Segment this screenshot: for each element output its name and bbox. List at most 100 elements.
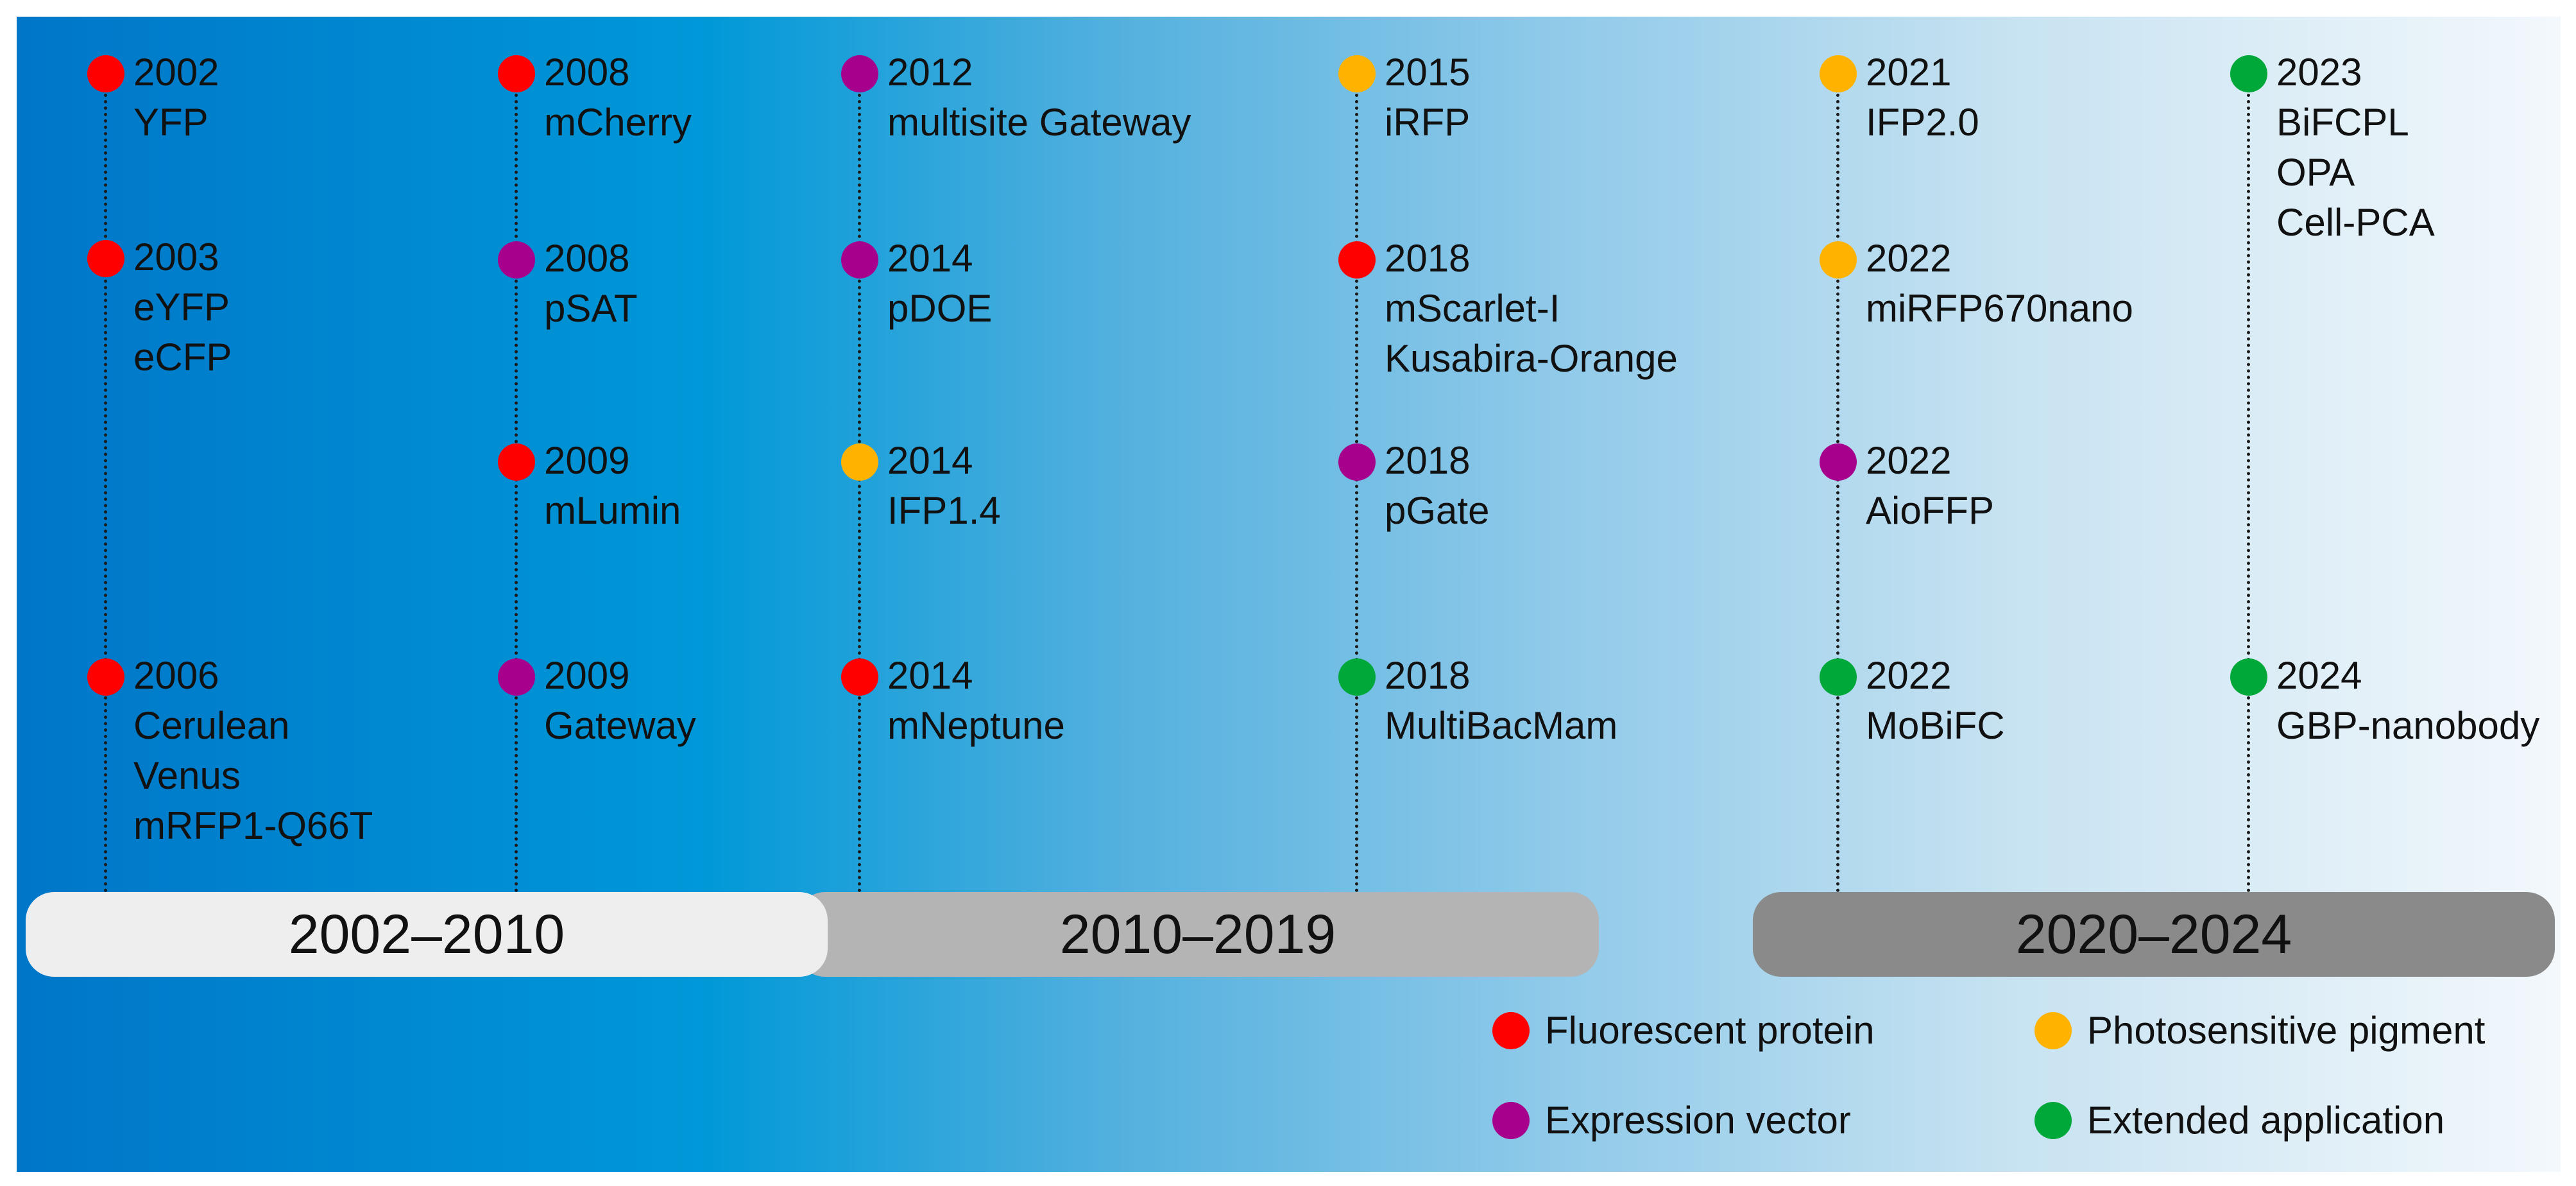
event-marker-dot [87, 55, 124, 92]
event-marker-dot [841, 443, 878, 481]
event-year: 2008 [544, 51, 630, 94]
event-year: 2022 [1866, 439, 1952, 482]
event-year: 2024 [2276, 654, 2362, 697]
event-name: pSAT [544, 287, 638, 330]
event-name: OPA [2276, 151, 2355, 194]
period-bar-2002-2010: 2002–2010 [26, 892, 828, 977]
event-text: 2014 pDOE [887, 234, 992, 334]
event-text: 2022 miRFP670nano [1866, 234, 2133, 334]
event-text: 2008 pSAT [544, 234, 638, 334]
event-name: BiFCPL [2276, 101, 2409, 144]
event-marker-dot [841, 55, 878, 92]
event-year: 2014 [887, 654, 973, 697]
event-text: 2002 YFP [133, 47, 219, 148]
event-text: 2012 multisite Gateway [887, 47, 1191, 148]
period-label: 2010–2019 [1059, 903, 1336, 965]
event-text: 2008 mCherry [544, 47, 692, 148]
event-text: 2003 eYFP eCFP [133, 232, 232, 382]
event-marker-dot [1338, 241, 1376, 279]
event-year: 2003 [133, 236, 219, 279]
event-name: Venus [133, 754, 241, 797]
legend-swatch [1492, 1012, 1530, 1049]
event-name: mScarlet-I [1385, 287, 1560, 330]
event-marker-dot [498, 443, 535, 481]
event-year: 2018 [1385, 654, 1471, 697]
event-name: Cerulean [133, 704, 290, 747]
period-bar-2020-2024: 2020–2024 [1753, 892, 2555, 977]
event-name: mLumin [544, 489, 681, 532]
event-year: 2018 [1385, 439, 1471, 482]
event-marker-dot [498, 55, 535, 92]
event-text: 2024 GBP-nanobody [2276, 651, 2539, 751]
event-text: 2015 iRFP [1385, 47, 1470, 148]
event-year: 2022 [1866, 654, 1952, 697]
event-name: GBP-nanobody [2276, 704, 2540, 747]
event-name: IFP2.0 [1866, 101, 1979, 144]
event-marker-dot [1338, 658, 1376, 696]
event-text: 2018 pGate [1385, 436, 1489, 536]
event-name: multisite Gateway [887, 101, 1191, 144]
event-year: 2023 [2276, 51, 2362, 94]
event-text: 2018 mScarlet-I Kusabira-Orange [1385, 234, 1678, 384]
event-marker-dot [498, 658, 535, 696]
event-text: 2009 mLumin [544, 436, 681, 536]
event-name: AioFFP [1866, 489, 1995, 532]
event-year: 2022 [1866, 237, 1952, 280]
period-bar-2010-2019: 2010–2019 [797, 892, 1599, 977]
legend-label: Photosensitive pigment [2087, 1009, 2486, 1052]
event-name: Kusabira-Orange [1385, 337, 1678, 380]
event-text: 2014 IFP1.4 [887, 436, 1001, 536]
period-label: 2020–2024 [2015, 903, 2292, 965]
event-marker-dot [1820, 443, 1857, 481]
event-text: 2018 MultiBacMam [1385, 651, 1617, 751]
event-year: 2018 [1385, 237, 1471, 280]
event-marker-dot [1820, 241, 1857, 279]
event-marker-dot [2230, 658, 2267, 696]
event-name: mNeptune [887, 704, 1065, 747]
event-year: 2006 [133, 654, 219, 697]
event-name: Gateway [544, 704, 696, 747]
event-name: MultiBacMam [1385, 704, 1618, 747]
legend-label: Expression vector [1545, 1099, 1851, 1142]
event-year: 2014 [887, 237, 973, 280]
event-name: iRFP [1385, 101, 1471, 144]
event-marker-dot [1338, 443, 1376, 481]
legend-label: Extended application [2087, 1099, 2445, 1142]
event-year: 2008 [544, 237, 630, 280]
event-name: mRFP1-Q66T [133, 804, 373, 847]
timeline-stem [2247, 68, 2250, 893]
event-year: 2015 [1385, 51, 1471, 94]
event-name: Cell-PCA [2276, 201, 2435, 244]
event-text: 2014 mNeptune [887, 651, 1065, 751]
event-marker-dot [2230, 55, 2267, 92]
event-marker-dot [87, 658, 124, 696]
event-marker-dot [498, 241, 535, 279]
event-year: 2021 [1866, 51, 1952, 94]
event-marker-dot [841, 658, 878, 696]
event-name: pGate [1385, 489, 1490, 532]
legend-swatch [2034, 1102, 2072, 1139]
event-marker-dot [1338, 55, 1376, 92]
event-name: YFP [133, 101, 209, 144]
period-label: 2002–2010 [288, 903, 565, 965]
event-year: 2014 [887, 439, 973, 482]
legend-swatch [2034, 1012, 2072, 1049]
event-marker-dot [87, 240, 124, 277]
event-year: 2002 [133, 51, 219, 94]
event-marker-dot [1820, 55, 1857, 92]
event-text: 2023 BiFCPL OPA Cell-PCA [2276, 47, 2435, 248]
event-text: 2022 MoBiFC [1866, 651, 2005, 751]
event-name: eYFP [133, 286, 230, 329]
event-name: MoBiFC [1866, 704, 2005, 747]
event-name: eCFP [133, 336, 232, 379]
event-text: 2006 Cerulean Venus mRFP1-Q66T [133, 651, 373, 851]
event-text: 2009 Gateway [544, 651, 696, 751]
event-name: pDOE [887, 287, 993, 330]
event-year: 2012 [887, 51, 973, 94]
legend-label: Fluorescent protein [1545, 1009, 1875, 1052]
timeline-stem [104, 68, 107, 893]
event-marker-dot [841, 241, 878, 279]
event-name: IFP1.4 [887, 489, 1001, 532]
event-name: miRFP670nano [1866, 287, 2133, 330]
event-text: 2021 IFP2.0 [1866, 47, 1979, 148]
